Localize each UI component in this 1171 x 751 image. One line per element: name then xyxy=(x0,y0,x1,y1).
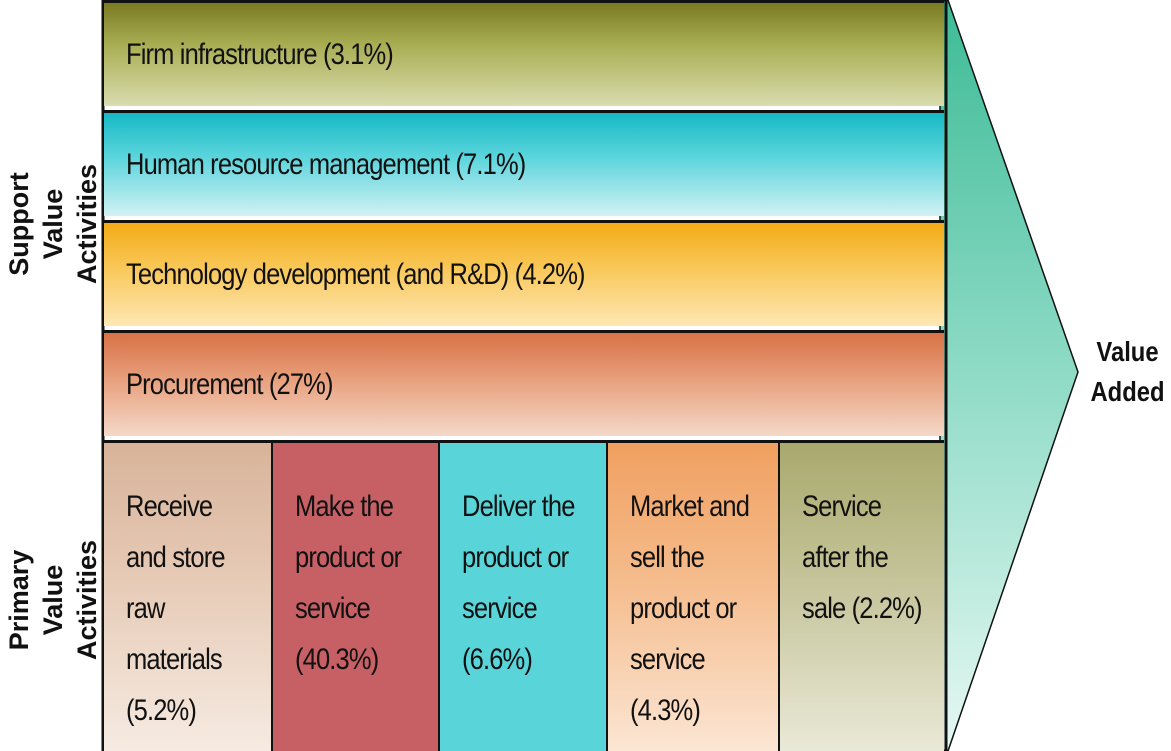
arrow-head xyxy=(939,0,1079,751)
band-label: Procurement (27%) xyxy=(126,367,333,401)
primary-activity-receive-store: Receive and store raw materials (5.2%) xyxy=(104,443,271,751)
support-band-firm-infrastructure: Firm infrastructure (3.1%) xyxy=(104,0,944,106)
support-band-technology-development: Technology development (and R&D) (4.2%) xyxy=(104,220,944,326)
activity-label: Receive and store raw materials (5.2%) xyxy=(126,490,226,727)
value-added-label: Value Added xyxy=(1090,336,1165,407)
primary-activities-row: Receive and store raw materials (5.2%) M… xyxy=(104,440,944,751)
chain-outline xyxy=(101,0,948,751)
primary-activity-service-after-sale: Service after the sale (2.2%) xyxy=(778,443,944,751)
activity-label: Make the product or service (40.3%) xyxy=(295,490,402,676)
primary-value-activities-label: Primary Value Activities xyxy=(4,539,102,661)
activity-label: Deliver the product or service (6.6%) xyxy=(462,490,575,676)
activity-label: Service after the sale (2.2%) xyxy=(802,490,922,625)
primary-activity-market-sell: Market and sell the product or service (… xyxy=(606,443,778,751)
band-label: Firm infrastructure (3.1%) xyxy=(126,37,394,71)
activity-label: Market and sell the product or service (… xyxy=(630,490,750,727)
support-band-human-resource-management: Human resource management (7.1%) xyxy=(104,110,944,216)
band-label: Technology development (and R&D) (4.2%) xyxy=(126,257,586,291)
primary-activity-deliver-product: Deliver the product or service (6.6%) xyxy=(438,443,606,751)
primary-activity-make-product: Make the product or service (40.3%) xyxy=(271,443,438,751)
band-label: Human resource management (7.1%) xyxy=(126,147,526,181)
support-band-procurement: Procurement (27%) xyxy=(104,330,944,436)
support-value-activities-label: Support Value Activities xyxy=(4,163,102,285)
